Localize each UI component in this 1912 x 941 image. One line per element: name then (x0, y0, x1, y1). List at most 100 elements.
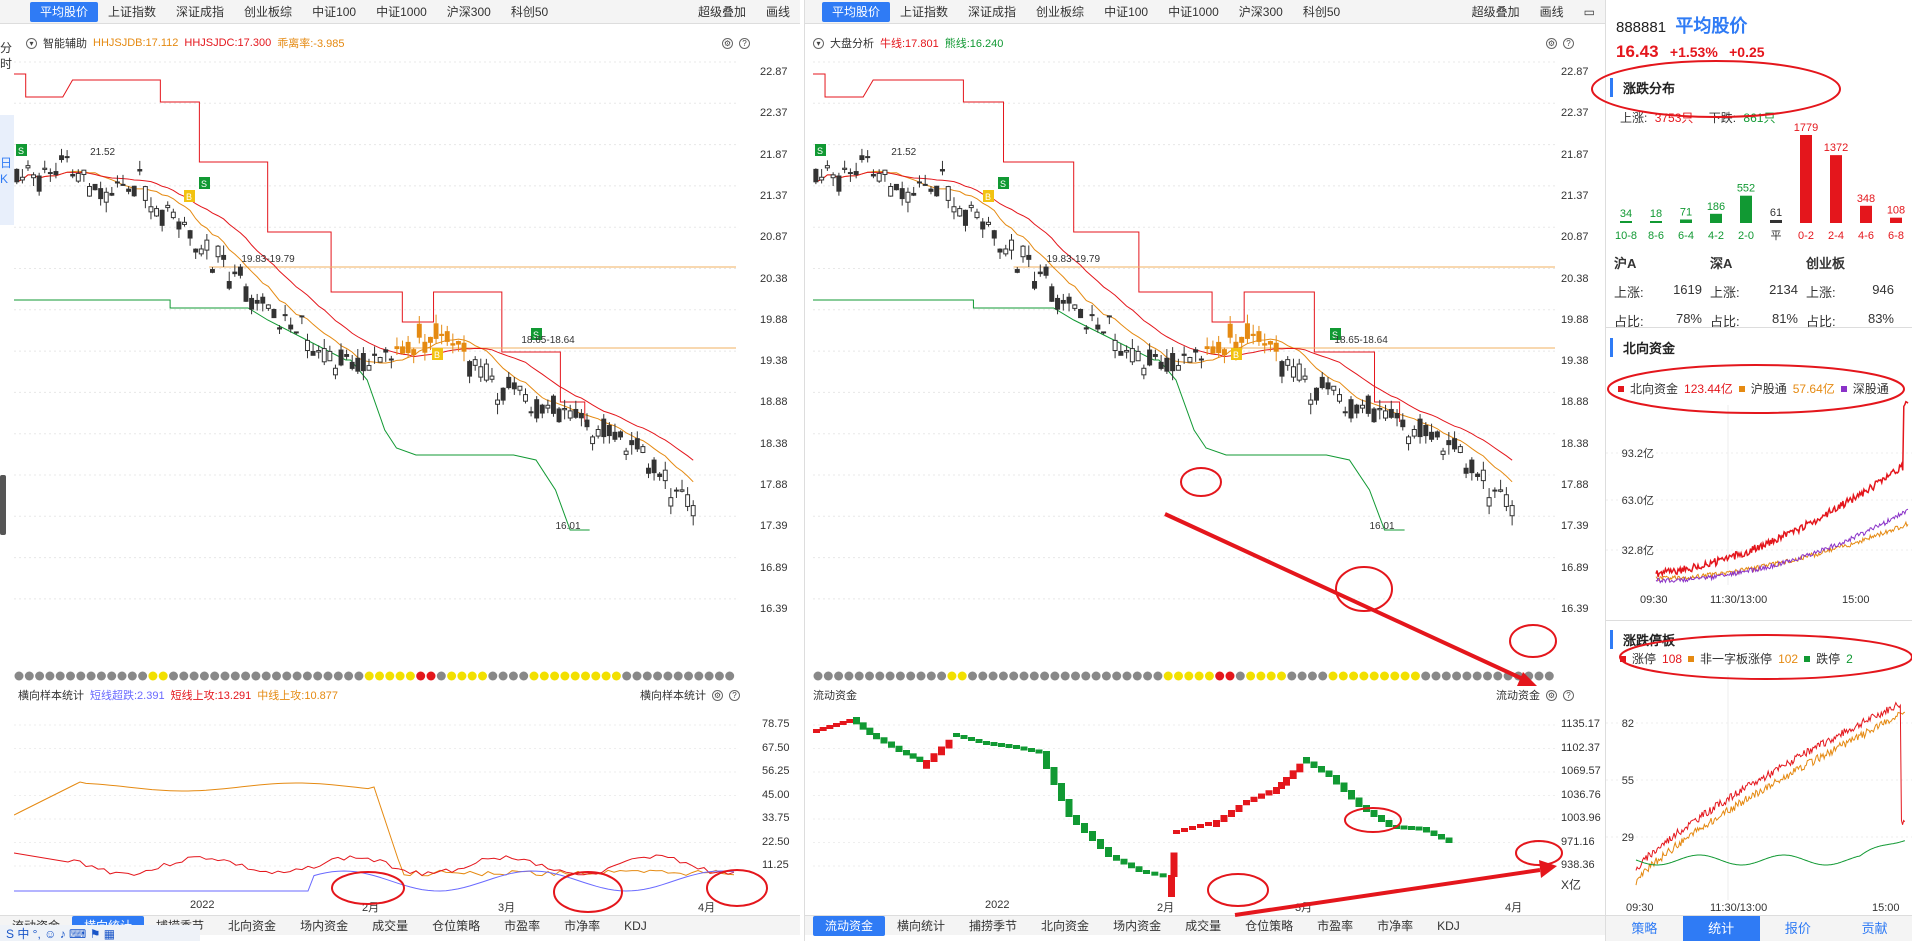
left-index-tab-3[interactable]: 创业板综 (244, 4, 293, 19)
mid-index-tab-2[interactable]: 深证成指 (968, 4, 1017, 19)
signal-marker (531, 328, 542, 340)
side-label-k[interactable]: K (0, 172, 9, 186)
signal-dot (1122, 671, 1132, 681)
settings-icon[interactable]: ⚙ (722, 37, 733, 49)
mid-bottom-tab-9[interactable]: KDJ (1437, 918, 1460, 933)
candle-body (905, 191, 911, 203)
flow-block (923, 760, 930, 769)
left-index-tab-1[interactable]: 上证指数 (108, 4, 157, 19)
signal-dot (364, 671, 374, 681)
candle-body (1055, 297, 1061, 310)
flow-block (1438, 834, 1445, 840)
candle-body (1394, 412, 1400, 419)
candle-body (187, 230, 193, 239)
signal-dot (988, 671, 998, 681)
market-name: 深A (1710, 256, 1733, 271)
left-bottom-tab-4[interactable]: 场内资金 (300, 918, 349, 933)
flow-block (1333, 775, 1340, 785)
side-period-toggle[interactable]: 分 时 (0, 40, 14, 72)
left-index-tab-4[interactable]: 中证100 (312, 4, 357, 19)
market-up-value: 2134 (1769, 282, 1798, 297)
settings-icon[interactable]: ⚙ (1546, 689, 1557, 701)
left-index-tab-2[interactable]: 深证成指 (176, 4, 225, 19)
candle-body (1371, 408, 1377, 423)
sidebar-tab-3[interactable]: 贡献 (1861, 921, 1888, 936)
mid-draw-line-button[interactable]: 画线 (1539, 4, 1564, 19)
candle-body (299, 315, 305, 318)
candle-body (1089, 314, 1095, 317)
mid-index-tab-5[interactable]: 中证1000 (1168, 4, 1219, 19)
north-flow-chart[interactable]: 93.2亿 63.0亿 32.8亿 09:30 11:30/13:00 15:00 (1606, 395, 1912, 605)
mid-bottom-tab-7[interactable]: 市盈率 (1317, 918, 1354, 933)
collapse-icon[interactable]: ▾ (26, 37, 37, 49)
left-bottom-tab-5[interactable]: 成交量 (372, 918, 409, 933)
dist-bar-chart[interactable]: 34 10-8 18 8-6 71 6-4 186 4-2 552 2-0 61 平 1779 0-2 13… (1606, 115, 1912, 250)
taskbar-ime[interactable]: S 中 °, ☺ ♪ ⌨ ⚑ ▦ (0, 925, 200, 941)
left-index-tab-5[interactable]: 中证1000 (376, 4, 427, 19)
left-bottom-tab-3[interactable]: 北向资金 (228, 918, 277, 933)
indicator-name[interactable]: 大盘分析 (830, 38, 874, 50)
mid-bottom-tab-0[interactable]: 流动资金 (813, 915, 886, 936)
candle-body (1227, 323, 1233, 338)
help-icon[interactable]: ? (1563, 37, 1574, 49)
left-bottom-tab-9[interactable]: KDJ (624, 918, 647, 933)
sidebar-tab-1[interactable]: 统计 (1682, 916, 1760, 941)
help-icon[interactable]: ? (729, 689, 740, 701)
left-index-tab-7[interactable]: 科创50 (510, 4, 549, 19)
mid-index-tab-7[interactable]: 科创50 (1302, 4, 1341, 19)
collapse-icon[interactable]: ▾ (813, 37, 824, 49)
mid-bottom-tab-3[interactable]: 北向资金 (1041, 918, 1090, 933)
sidebar-tab-2[interactable]: 报价 (1784, 921, 1811, 936)
left-draw-line-button[interactable]: 画线 (765, 4, 790, 19)
left-index-tab-6[interactable]: 沪深300 (446, 4, 491, 19)
mid-bottom-tab-8[interactable]: 市净率 (1377, 918, 1414, 933)
candle-body (182, 221, 187, 225)
mid-bottom-tab-2[interactable]: 捕捞季节 (969, 918, 1018, 933)
settings-icon[interactable]: ⚙ (1546, 37, 1557, 49)
candle-body (489, 375, 495, 380)
left-bottom-tab-7[interactable]: 市盈率 (504, 918, 541, 933)
mid-index-tab-3[interactable]: 创业板综 (1036, 4, 1085, 19)
sidebar-tab-0[interactable]: 策略 (1631, 921, 1658, 936)
sub-title[interactable]: 流动资金 (813, 690, 857, 702)
left-bottom-tab-6[interactable]: 仓位策略 (432, 918, 481, 933)
limit-title: 涨跌停板 (1610, 630, 1675, 649)
left-sub-chart[interactable] (14, 705, 736, 897)
mid-bottom-tab-1[interactable]: 横向统计 (897, 918, 946, 933)
sub-title[interactable]: 横向样本统计 (18, 690, 84, 702)
dist-bar (1800, 135, 1812, 223)
mid-index-tab-1[interactable]: 上证指数 (900, 4, 949, 19)
limit-time-label: 09:30 (1626, 902, 1654, 914)
candle-body (355, 357, 361, 372)
mid-bottom-tab-6[interactable]: 仓位策略 (1245, 918, 1294, 933)
mid-bottom-tab-5[interactable]: 成交量 (1185, 918, 1222, 933)
mid-super-overlay-button[interactable]: 超级叠加 (1471, 4, 1520, 19)
indicator-name[interactable]: 智能辅助 (43, 38, 87, 50)
help-icon[interactable]: ? (1563, 689, 1574, 701)
side-label-ri[interactable]: 日 (0, 156, 13, 170)
mid-bottom-tab-4[interactable]: 场内资金 (1113, 918, 1162, 933)
side-label-shi[interactable]: 时 (0, 57, 13, 71)
left-index-tab-0[interactable]: 平均股价 (30, 1, 99, 22)
candle-body (673, 489, 679, 492)
mid-index-tab-0[interactable]: 平均股价 (822, 1, 891, 22)
settings-icon[interactable]: ⚙ (712, 689, 723, 701)
side-day-k-toggle[interactable]: 日 K (0, 115, 14, 225)
candle-body (59, 155, 64, 161)
left-bottom-tab-8[interactable]: 市净率 (564, 918, 601, 933)
mid-sub-chart[interactable] (813, 705, 1555, 897)
side-collapse-handle[interactable] (0, 475, 6, 535)
mid-index-tab-6[interactable]: 沪深300 (1238, 4, 1283, 19)
signal-dot (725, 671, 735, 681)
maximize-icon[interactable]: ▭ (1583, 4, 1595, 19)
candle-body (1106, 315, 1112, 318)
help-icon[interactable]: ? (739, 37, 750, 49)
flow-block (1363, 805, 1370, 812)
side-label-fen[interactable]: 分 (0, 41, 13, 55)
mid-index-tab-4[interactable]: 中证100 (1104, 4, 1149, 19)
limit-chart[interactable]: 82 55 29 09:30 11:30/13:00 15:00 (1606, 665, 1912, 915)
left-super-overlay-button[interactable]: 超级叠加 (697, 4, 746, 19)
mid-price-tick: 17.39 (1561, 520, 1589, 533)
